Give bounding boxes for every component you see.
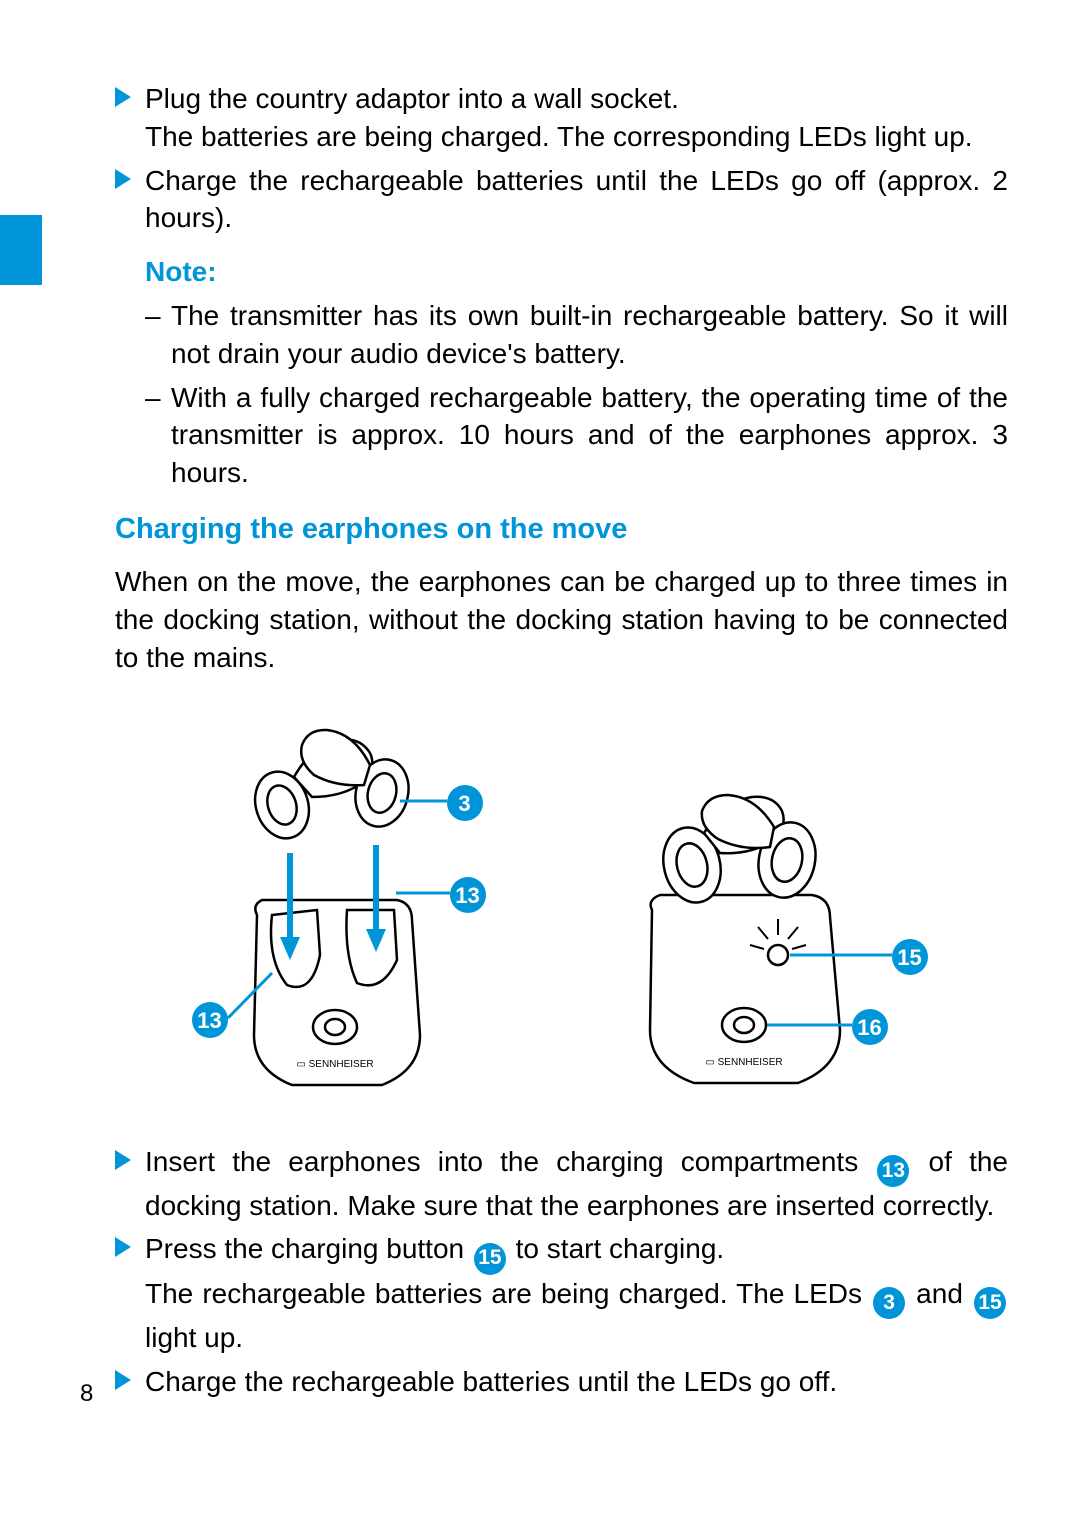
dash-bullet: – (145, 297, 171, 373)
dash-bullet: – (145, 379, 171, 492)
note-text: With a fully charged rechargeable batter… (171, 379, 1008, 492)
svg-text:▭ SENNHEISER: ▭ SENNHEISER (296, 1059, 373, 1070)
instruction-item: Charge the rechargeable batteries until … (115, 162, 1008, 238)
instruction-text: Insert the earphones into the charging c… (145, 1143, 1008, 1225)
page-content: Plug the country adaptor into a wall soc… (115, 80, 1008, 1400)
instruction-text: Charge the rechargeable batteries until … (145, 1363, 1008, 1401)
triangle-bullet-icon (115, 169, 145, 238)
inline-callout-3: 3 (873, 1287, 905, 1319)
note-item: –With a fully charged rechargeable batte… (145, 379, 1008, 492)
instruction-item: Charge the rechargeable batteries until … (115, 1363, 1008, 1401)
callout-16: 16 (852, 1007, 888, 1046)
intro-paragraph: When on the move, the earphones can be c… (115, 563, 1008, 676)
figure-earphones-insert: ▭ SENNHEISER (172, 705, 532, 1105)
triangle-bullet-icon (115, 1237, 145, 1356)
instruction-text: Charge the rechargeable batteries until … (145, 162, 1008, 238)
callout-3: 3 (447, 783, 483, 822)
instruction-item: Insert the earphones into the charging c… (115, 1143, 1008, 1225)
triangle-bullet-icon (115, 1150, 145, 1225)
note-item: –The transmitter has its own built-in re… (145, 297, 1008, 373)
callout-15: 15 (892, 937, 928, 976)
page-number: 8 (80, 1380, 93, 1408)
inline-callout-13: 13 (877, 1155, 909, 1187)
instruction-item: Plug the country adaptor into a wall soc… (115, 80, 1008, 156)
inline-callout-15: 15 (474, 1243, 506, 1275)
triangle-bullet-icon (115, 87, 145, 156)
note-label: Note: (145, 253, 1008, 291)
instruction-text: Plug the country adaptor into a wall soc… (145, 80, 1008, 156)
note-items: –The transmitter has its own built-in re… (145, 297, 1008, 492)
callout-bubble: 3 (447, 785, 483, 821)
callout-bubble: 16 (852, 1009, 888, 1045)
callout-bubble: 13 (192, 1002, 228, 1038)
dock-charging-illustration: ▭ SENNHEISER (592, 705, 952, 1105)
callout-13: 13 (192, 1000, 228, 1039)
triangle-bullet-icon (115, 1370, 145, 1401)
instructions-bottom: Insert the earphones into the charging c… (115, 1143, 1008, 1401)
subheading: Charging the earphones on the move (115, 510, 1008, 549)
instruction-text: Press the charging button 15 to start ch… (145, 1230, 1008, 1356)
figure-row: ▭ SENNHEISER (115, 705, 1008, 1105)
note-text: The transmitter has its own built-in rec… (171, 297, 1008, 373)
callout-13: 13 (450, 875, 486, 914)
instruction-item: Press the charging button 15 to start ch… (115, 1230, 1008, 1356)
callout-bubble: 13 (450, 877, 486, 913)
inline-callout-15: 15 (974, 1287, 1006, 1319)
figure-dock-charging: ▭ SENNHEISER 1516 (592, 705, 952, 1105)
callout-bubble: 15 (892, 939, 928, 975)
svg-text:▭ SENNHEISER: ▭ SENNHEISER (705, 1057, 782, 1068)
note-block: Note: –The transmitter has its own built… (145, 253, 1008, 492)
side-tab (0, 215, 42, 285)
instructions-top: Plug the country adaptor into a wall soc… (115, 80, 1008, 237)
